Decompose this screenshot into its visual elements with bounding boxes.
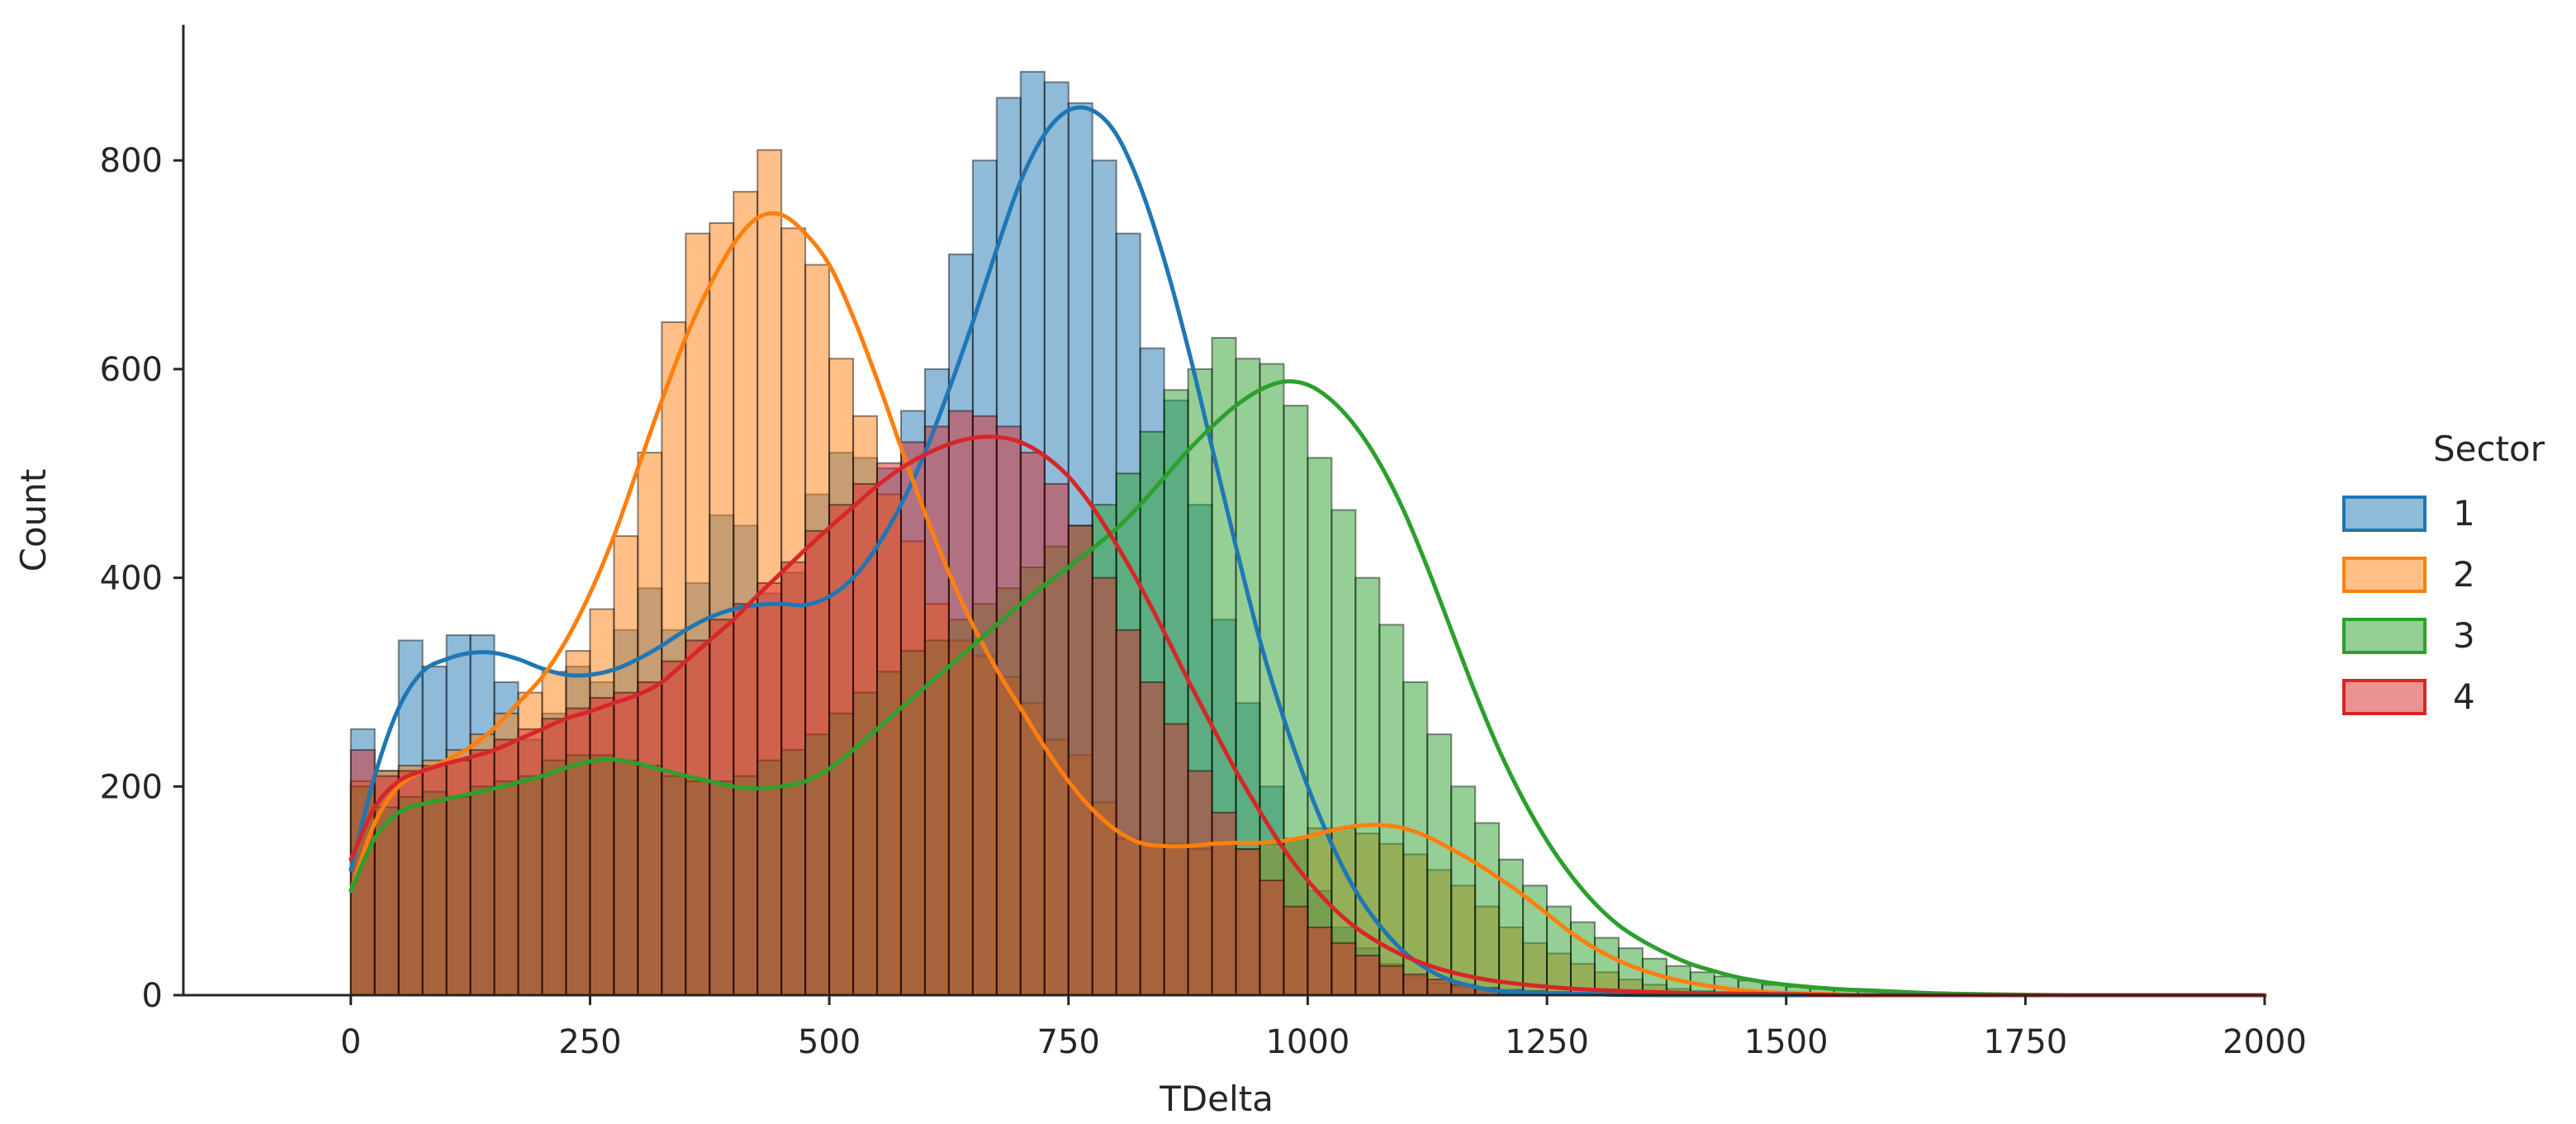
bar-series-4-bin-5 <box>469 749 496 997</box>
y-tick-label-400: 400 <box>100 560 163 598</box>
x-tick-label-1250: 1250 <box>1505 1023 1589 1061</box>
legend-label-1: 1 <box>2453 493 2475 534</box>
x-tick-label-1500: 1500 <box>1744 1023 1829 1061</box>
y-ticks: 0 200 400 600 800 <box>100 142 183 1015</box>
bar-series-4-bin-42 <box>1354 954 1381 996</box>
bar-series-4-bin-43 <box>1378 965 1405 996</box>
bar-series-3-bin-47 <box>1474 822 1501 997</box>
bar-series-4-bin-35 <box>1187 770 1213 996</box>
bar-series-4-bin-23 <box>899 441 926 996</box>
bar-series-4-bin-15 <box>709 619 735 996</box>
bar-series-4-bin-27 <box>995 425 1022 996</box>
bar-series-3-bin-41 <box>1331 509 1357 996</box>
bar-series-4-bin-26 <box>971 415 998 997</box>
bar-series-4-bin-44 <box>1402 973 1429 996</box>
legend-swatch-1 <box>2342 496 2427 532</box>
bar-series-4-bin-38 <box>1259 880 1285 997</box>
legend-title: Sector <box>2433 429 2545 469</box>
bar-series-4-bin-1 <box>373 775 400 996</box>
bar-series-4-bin-31 <box>1091 576 1117 996</box>
bar-series-3-bin-45 <box>1426 733 1453 996</box>
x-tick-label-500: 500 <box>798 1023 861 1061</box>
bar-series-4-bin-7 <box>517 728 543 996</box>
bar-series-4-bin-18 <box>780 561 807 996</box>
x-ticks: 0 250 500 750 1000 1250 1500 1750 2000 <box>340 995 2307 1061</box>
bar-series-4-bin-12 <box>637 681 663 996</box>
bar-series-4-bin-8 <box>541 718 567 996</box>
bar-series-3-bin-43 <box>1378 624 1405 996</box>
bar-series-4-bin-11 <box>613 691 639 996</box>
x-tick-label-0: 0 <box>340 1023 361 1061</box>
bar-series-4-bin-24 <box>923 425 950 996</box>
y-tick-label-0: 0 <box>142 977 163 1015</box>
bar-series-4-bin-45 <box>1426 979 1453 997</box>
bar-series-4-bin-39 <box>1283 905 1309 996</box>
y-tick-label-200: 200 <box>100 768 163 806</box>
axes <box>182 25 2265 997</box>
bar-series-3-bin-53 <box>1617 947 1644 997</box>
y-tick-label-800: 800 <box>100 142 163 180</box>
bar-series-4-bin-41 <box>1331 941 1357 996</box>
legend-label-2: 2 <box>2453 554 2475 595</box>
y-tick-label-600: 600 <box>100 351 163 389</box>
kde-curve-series-4 <box>349 434 2267 998</box>
bar-series-4-bin-34 <box>1163 723 1189 996</box>
bar-series-3-bin-42 <box>1354 576 1381 996</box>
bar-series-4-bin-33 <box>1139 681 1165 996</box>
bar-series-4-bin-30 <box>1067 524 1093 996</box>
x-axis-title: TDelta <box>1159 1079 1274 1119</box>
legend-swatch-3 <box>2342 618 2427 654</box>
legend-swatch-2 <box>2342 557 2427 593</box>
bar-series-3-bin-44 <box>1402 681 1429 996</box>
y-axis-title: Count <box>13 469 54 572</box>
x-tick-label-1750: 1750 <box>1983 1023 2067 1061</box>
bar-series-3-bin-39 <box>1283 405 1309 997</box>
bar-series-3-bin-50 <box>1546 905 1573 996</box>
bar-series-4-bin-10 <box>589 696 615 996</box>
legend: Sector 1 2 3 4 <box>2342 429 2545 717</box>
bar-series-3-bin-52 <box>1593 937 1620 997</box>
bar-series-4-bin-32 <box>1115 628 1141 996</box>
legend-label-3: 3 <box>2453 615 2475 656</box>
bar-series-4-bin-6 <box>493 738 519 997</box>
kde-curve-series-3 <box>349 379 2267 998</box>
x-tick-label-250: 250 <box>558 1023 621 1061</box>
kde-curve-series-1 <box>349 105 2267 998</box>
legend-label-4: 4 <box>2453 676 2475 717</box>
x-tick-label-1000: 1000 <box>1265 1023 1350 1061</box>
bar-series-3-bin-46 <box>1450 785 1477 996</box>
x-tick-label-750: 750 <box>1037 1023 1100 1061</box>
histogram-bars <box>349 70 2075 997</box>
bar-series-4-bin-29 <box>1043 482 1070 996</box>
bar-series-3-bin-40 <box>1307 457 1333 996</box>
x-tick-label-2000: 2000 <box>2223 1023 2307 1061</box>
legend-swatch-4 <box>2342 679 2427 715</box>
bar-series-4-bin-16 <box>733 603 759 997</box>
series-4-bars <box>349 410 1691 997</box>
bar-series-4-bin-37 <box>1235 848 1261 996</box>
bar-series-4-bin-40 <box>1307 926 1333 997</box>
bar-series-4-bin-36 <box>1211 811 1237 997</box>
bar-series-4-bin-25 <box>947 410 974 997</box>
bar-series-4-bin-14 <box>685 639 711 996</box>
bar-series-4-bin-9 <box>565 707 591 996</box>
bar-series-4-bin-20 <box>828 504 855 996</box>
kde-curves <box>349 105 2267 998</box>
bar-series-4-bin-4 <box>445 759 472 996</box>
kde-curve-series-2 <box>349 211 2267 998</box>
bar-series-4-bin-13 <box>661 660 687 996</box>
